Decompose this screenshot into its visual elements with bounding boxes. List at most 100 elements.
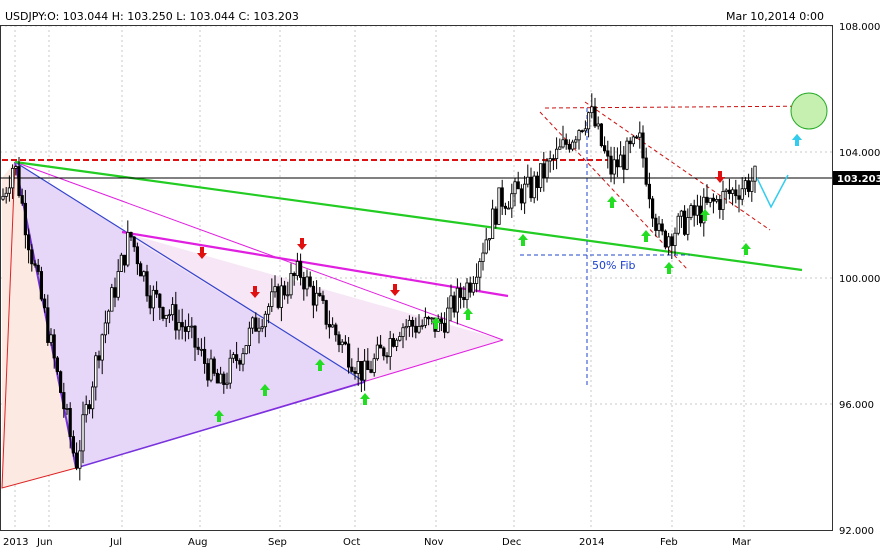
candle [14,165,18,176]
candle [123,254,127,273]
candle [10,164,15,199]
candle [94,351,98,401]
candle [151,285,155,322]
candle [231,352,235,364]
candle [350,358,354,373]
candle [145,264,149,302]
y-axis: 92.000 96.000 100.000 104.000 108.000 [839,22,880,537]
x-tick-label: 2013 [3,537,28,548]
candle [484,227,488,255]
candle [135,242,139,275]
candle [266,303,271,324]
candle [567,139,572,153]
candle [561,125,565,149]
candle [513,177,517,207]
candle [286,281,290,304]
candle [679,209,684,228]
candle [375,336,380,361]
up-arrow-icon [214,410,224,422]
candle [36,258,40,275]
x-tick-label: 2014 [579,537,604,548]
up-arrow-icon [360,393,370,405]
candle [385,352,389,364]
candle [238,358,242,372]
candle [302,271,306,301]
x-tick-label: Jul [109,537,122,548]
candle [119,252,123,273]
last-price-label: 103.203 [837,174,883,185]
x-axis: 2013 Jun Jul Aug Sep Oct Nov Dec 2014 Feb Mar [3,537,752,548]
right-triangle-shading [122,232,503,382]
red-channel-lower [539,111,689,271]
candle [420,319,424,330]
candle [705,184,709,206]
candle [337,331,341,353]
candle [625,137,629,171]
candle [62,382,66,418]
candle [282,280,287,300]
candle [462,286,466,308]
candle [414,317,418,339]
candle [378,335,383,349]
candle [711,193,716,214]
candle [529,167,533,202]
projection-path [756,174,789,209]
candle [103,310,107,344]
candle [689,203,693,221]
candle [635,135,639,139]
candle [369,360,373,374]
candle [551,154,556,171]
candle [583,120,588,136]
candle [343,335,348,346]
candle [366,348,370,371]
candle [308,271,312,288]
x-tick-label: Feb [660,537,678,548]
candle [190,317,194,339]
candle [465,278,469,309]
candle [257,317,261,344]
candle [548,150,552,173]
candle [410,316,415,338]
candle [305,269,309,297]
candle [487,238,492,251]
candlestick-series [1,93,757,481]
candle [596,116,600,130]
candle [138,261,143,277]
candle [619,141,623,168]
candle [708,197,712,208]
candle [340,339,344,353]
candle [535,171,540,201]
candle [295,252,300,281]
candle [334,322,338,342]
candle [532,171,536,204]
candle [4,186,8,204]
candle [439,312,444,332]
candle [87,400,91,414]
candle [359,360,364,393]
candle [471,276,476,296]
x-tick-label: Oct [343,537,360,548]
candle [7,175,11,202]
candle [753,165,757,193]
candle [164,314,168,327]
candle [116,259,120,301]
candle [407,315,412,337]
y-tick-label: 92.000 [839,526,874,537]
candle [740,177,744,206]
candle [727,178,732,200]
y-tick-label: 104.000 [839,148,880,159]
candle [91,381,95,419]
candle [52,329,56,369]
candle [311,280,316,319]
candle [17,157,21,198]
down-arrow-icon [715,171,725,183]
candle [660,218,664,236]
candle [555,137,559,170]
candle [327,310,332,339]
candle [20,188,24,206]
up-arrow-icon [741,243,751,255]
candle [234,341,239,369]
left-triangle-shading [2,162,76,488]
candle [516,171,520,190]
